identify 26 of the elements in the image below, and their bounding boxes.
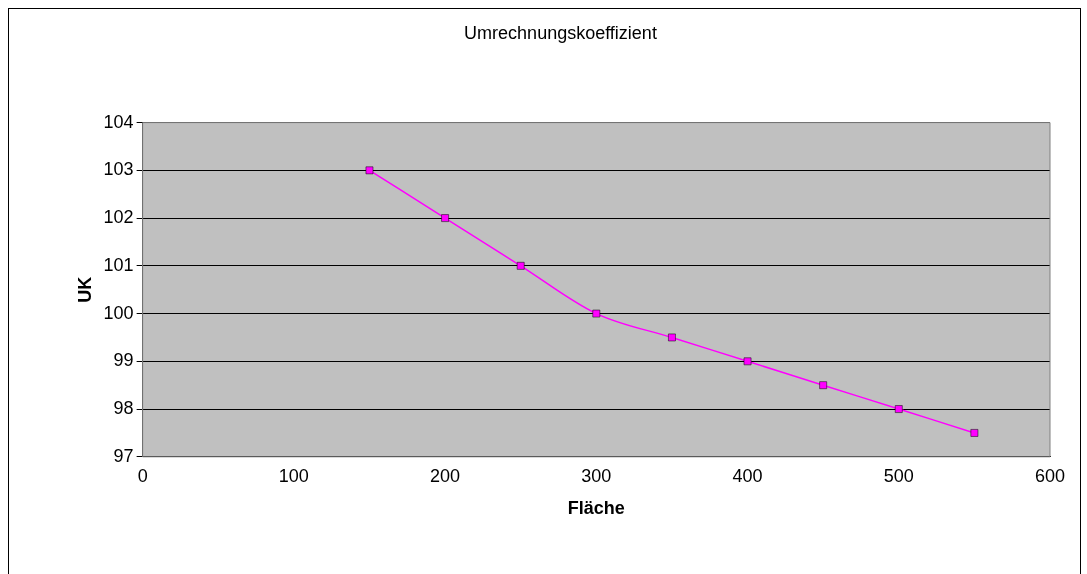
point	[516, 262, 525, 270]
point	[668, 333, 676, 342]
x-tick-label: 0	[137, 465, 148, 486]
chart-title: Umrechnungskoeffizient	[464, 22, 657, 43]
y-tick-label: 98	[113, 398, 134, 419]
point	[819, 381, 827, 389]
y-tick-label: 97	[113, 445, 134, 466]
y-axis-title: UK	[74, 276, 95, 303]
y-tick-label: 104	[103, 111, 134, 132]
point	[970, 429, 979, 437]
x-tick-label: 600	[1034, 465, 1066, 486]
y-tick-label: 99	[113, 350, 134, 371]
y-tick-label: 102	[103, 207, 134, 228]
x-tick-label: 100	[278, 465, 309, 486]
y-tick-label: 101	[103, 254, 134, 275]
point	[894, 405, 903, 413]
y-tick-label: 100	[103, 302, 134, 323]
point	[365, 166, 374, 175]
point	[743, 357, 752, 366]
y-tick-label: 103	[103, 159, 134, 180]
point	[592, 309, 601, 318]
x-tick-label: 500	[883, 465, 914, 486]
point	[441, 214, 449, 222]
x-tick-label: 400	[732, 465, 763, 486]
x-tick-label: 200	[430, 465, 461, 486]
x-tick-label: 300	[581, 465, 612, 486]
